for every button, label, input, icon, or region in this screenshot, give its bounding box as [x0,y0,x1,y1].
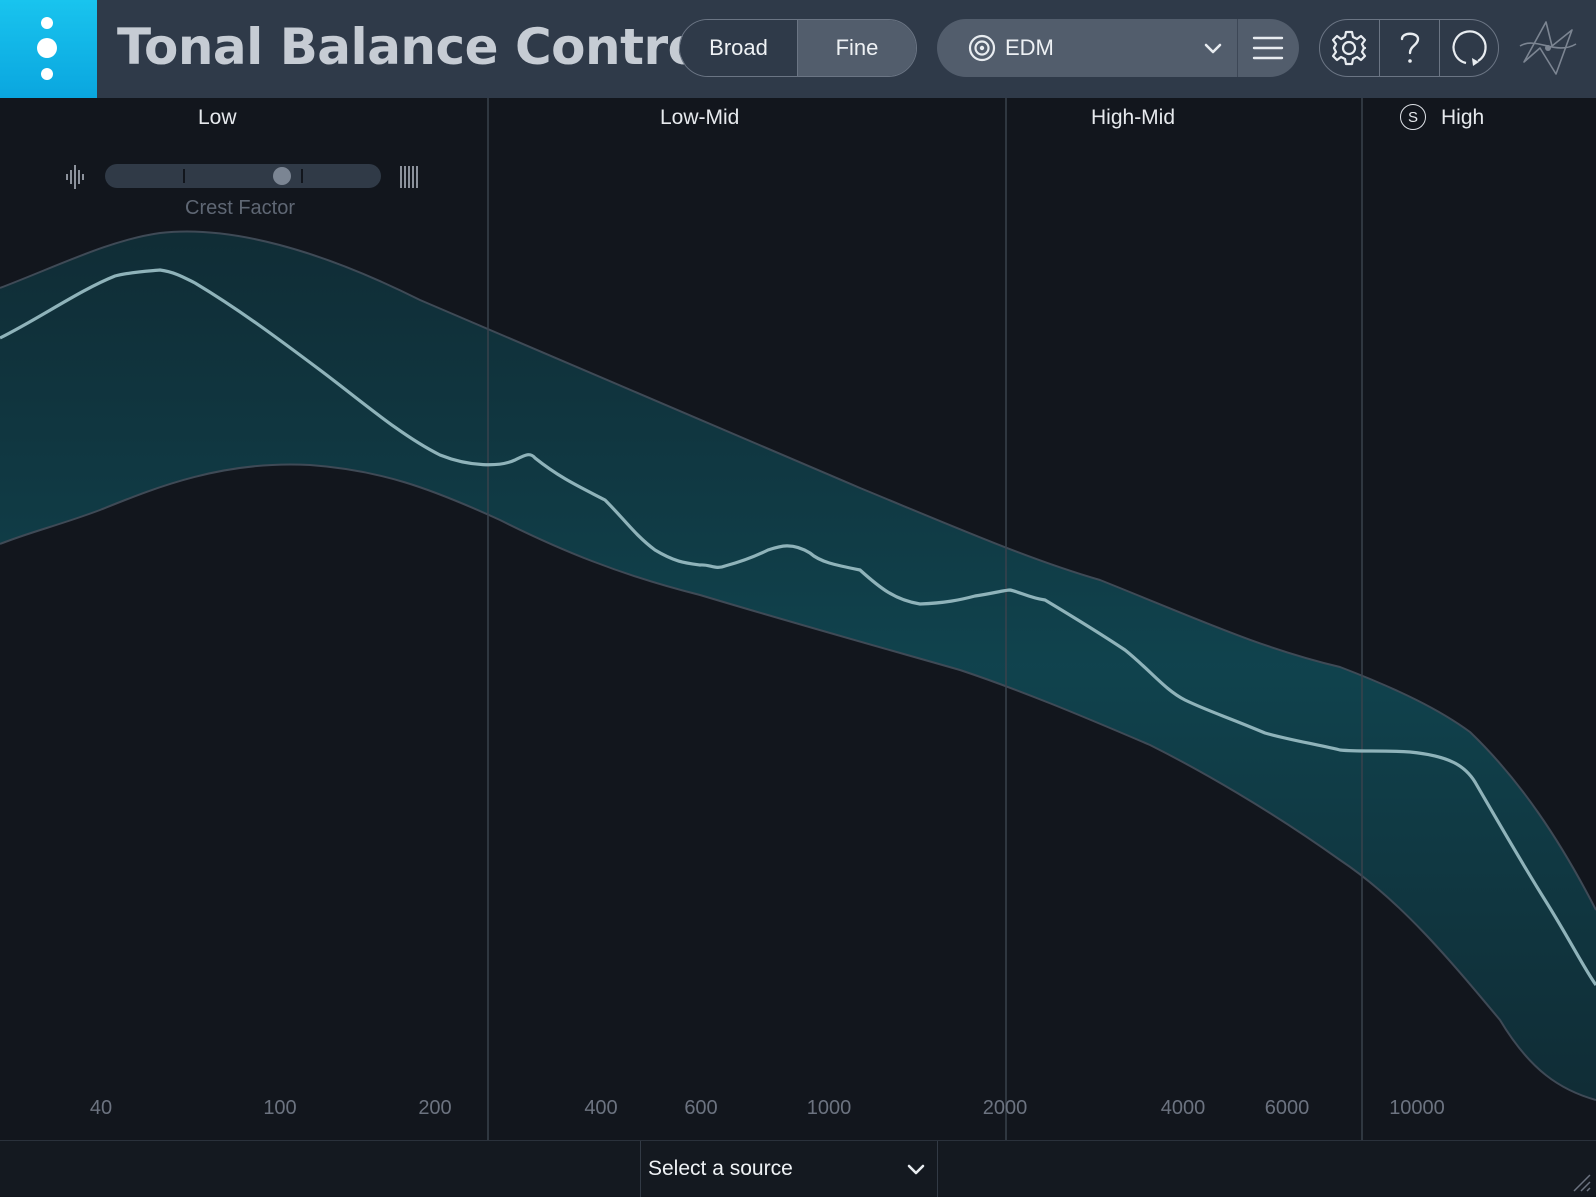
reset-button[interactable] [1440,20,1498,76]
hamburger-menu-icon [1252,36,1284,60]
header-bar: Tonal Balance Control Broad Fine EDM [0,0,1596,98]
preset-menu-button[interactable] [1238,19,1299,77]
sustain-icon [400,166,418,188]
solo-badge: S [1407,108,1418,126]
footer-bar: Select a source [0,1140,1596,1197]
spectrum-plot [0,98,1596,1140]
target-range-band [0,231,1596,1100]
freq-label: 4000 [1160,1097,1206,1119]
freq-label: 2000 [982,1097,1028,1119]
crest-factor-label: Crest Factor [185,197,296,219]
freq-label: 6000 [1264,1097,1310,1119]
preset-dropdown[interactable]: EDM [937,19,1237,77]
help-button[interactable] [1380,20,1440,76]
kebab-menu-icon [37,38,57,58]
slider-tick [301,169,303,183]
view-toggle: Broad Fine [679,19,917,77]
preset-selector: EDM [937,19,1299,77]
chevron-down-icon [1204,43,1222,54]
target-range-lower [0,463,1596,1101]
plugin-menu-button[interactable] [0,0,97,98]
utility-button-group [1319,19,1499,77]
broad-button[interactable]: Broad [680,20,798,76]
band-label-low-mid[interactable]: Low-Mid [660,106,740,129]
fine-button[interactable]: Fine [798,20,916,76]
kebab-menu-icon [41,17,53,29]
band-label-high[interactable]: High [1441,106,1485,129]
crest-factor-slider[interactable] [105,164,381,188]
source-placeholder: Select a source [648,1157,793,1180]
freq-label: 10000 [1389,1097,1445,1119]
source-dropdown[interactable]: Select a source [640,1141,938,1197]
target-icon [968,34,996,62]
freq-label: 400 [584,1097,618,1119]
gear-icon [1331,30,1367,66]
settings-button[interactable] [1320,20,1380,76]
band-label-high-mid[interactable]: High-Mid [1091,106,1176,129]
preset-name: EDM [1005,35,1054,60]
kebab-menu-icon [41,68,53,80]
izotope-logo-icon [1519,21,1577,75]
freq-label: 1000 [806,1097,852,1119]
resize-grip-icon[interactable] [1570,1171,1592,1193]
chevron-down-icon [907,1164,925,1175]
help-icon [1400,32,1420,63]
crest-factor-thumb[interactable] [273,167,291,185]
target-range-upper [0,230,1596,911]
solo-toggle[interactable]: S [1400,104,1426,130]
freq-label: 100 [263,1097,297,1119]
reset-icon [1452,30,1487,66]
spectrum-curve [0,268,1596,986]
freq-label: 40 [89,1097,113,1119]
divider [1237,19,1238,77]
slider-tick [183,169,185,183]
app-title: Tonal Balance Control [117,18,719,76]
freq-label: 200 [418,1097,452,1119]
freq-label: 600 [684,1097,718,1119]
transient-icon [66,165,84,189]
band-label-low[interactable]: Low [198,106,237,129]
